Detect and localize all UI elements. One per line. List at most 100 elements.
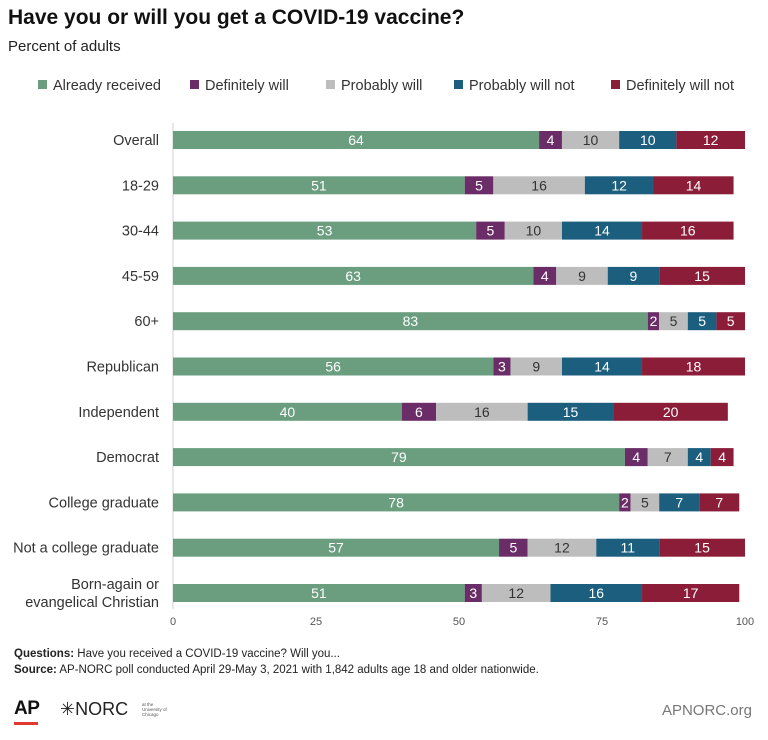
source-note: Source: AP-NORC poll conducted April 29-…	[14, 664, 539, 676]
data-label: 15	[694, 268, 710, 284]
data-label: 10	[640, 132, 656, 148]
data-label: 16	[680, 223, 696, 239]
data-label: 18	[686, 359, 702, 375]
bar-segment	[550, 584, 643, 602]
data-label: 7	[664, 449, 672, 465]
bar-segment	[561, 221, 643, 240]
bar-segment	[173, 584, 465, 602]
bar-segment	[653, 176, 734, 195]
category-label: Independent	[78, 405, 159, 421]
chart-subtitle: Percent of adults	[8, 38, 121, 55]
website-link[interactable]: APNORC.org	[661, 702, 752, 719]
bar-segment	[624, 448, 648, 467]
bar-segment	[493, 176, 585, 195]
bar-segment	[687, 448, 711, 467]
data-label: 9	[630, 268, 638, 284]
data-label: 5	[727, 313, 735, 329]
data-label: 5	[670, 313, 678, 329]
data-label: 51	[311, 585, 327, 601]
bar-segment	[173, 266, 534, 285]
bar-segment	[659, 312, 688, 331]
bar-segment	[481, 584, 551, 602]
bar-segment	[510, 357, 562, 376]
data-label: 78	[388, 494, 404, 510]
data-label: 5	[509, 540, 517, 556]
category-label: 18-29	[122, 178, 159, 194]
data-label: 16	[588, 585, 604, 601]
legend-label: Probably will not	[469, 78, 575, 94]
bar-segment	[173, 312, 648, 331]
x-tick-label: 0	[170, 616, 176, 628]
bar-segment	[476, 221, 505, 240]
x-tick-label: 50	[453, 616, 465, 628]
data-label: 4	[695, 449, 703, 465]
category-label: Republican	[86, 360, 159, 376]
bar-segment	[687, 312, 717, 331]
bar-segment	[716, 312, 745, 331]
category-label: Born-again or evangelical Christian	[25, 577, 159, 611]
bar-segment	[539, 131, 562, 149]
data-label: 12	[508, 585, 524, 601]
x-tick-label: 100	[736, 616, 754, 628]
data-label: 14	[686, 177, 702, 193]
bar-segment	[647, 312, 660, 331]
bar-segment	[173, 493, 620, 512]
bar-segment	[436, 402, 528, 421]
bar-segment	[173, 176, 465, 195]
category-label: 30-44	[122, 224, 159, 240]
category-label: Overall	[113, 133, 159, 149]
chart-title: Have you or will you get a COVID-19 vacc…	[8, 6, 465, 29]
bar-segment	[607, 266, 660, 285]
bar-segment	[584, 176, 654, 195]
data-label: 5	[487, 223, 495, 239]
data-label: 7	[715, 494, 723, 510]
legend-swatch	[326, 80, 335, 89]
data-label: 12	[703, 132, 719, 148]
data-label: 12	[554, 540, 570, 556]
chart-footer: Questions: Have you received a COVID-19 …	[14, 646, 539, 678]
bar-segment	[596, 538, 660, 557]
bar-segment	[173, 448, 625, 467]
data-label: 56	[325, 359, 341, 375]
legend: Already received Definitely will Probably …	[0, 78, 768, 102]
bar-segment	[561, 357, 643, 376]
ap-logo-underline	[14, 722, 38, 725]
bar-segment	[647, 448, 688, 467]
legend-label: Probably will	[341, 78, 423, 94]
data-label: 63	[345, 268, 361, 284]
legend-item: Probably will not	[454, 78, 575, 94]
bar-segment	[173, 221, 477, 240]
legend-label: Definitely will not	[626, 78, 734, 94]
bar-segment	[173, 357, 494, 376]
bar-segment	[533, 266, 557, 285]
data-label: 10	[583, 132, 599, 148]
data-label: 79	[391, 449, 407, 465]
norc-logo-subtext: at the University of Chicago	[142, 702, 167, 717]
legend-swatch	[454, 80, 463, 89]
data-label: 15	[563, 404, 579, 420]
legend-swatch	[611, 80, 620, 89]
data-label: 9	[532, 359, 540, 375]
bar-segment	[642, 221, 734, 240]
data-label: 51	[311, 177, 327, 193]
bar-segment	[642, 357, 745, 376]
data-label: 17	[683, 585, 699, 601]
data-label: 15	[694, 540, 710, 556]
category-label: 60+	[134, 314, 159, 330]
data-label: 6	[415, 404, 423, 420]
legend-item: Definitely will	[190, 78, 289, 94]
bar-segment	[401, 402, 437, 421]
bar-segment	[173, 538, 500, 557]
data-label: 53	[317, 223, 333, 239]
data-label: 57	[328, 540, 344, 556]
data-label: 64	[348, 132, 364, 148]
bar-segment	[527, 538, 597, 557]
data-label: 10	[526, 223, 542, 239]
data-label: 4	[547, 132, 555, 148]
bar-segment	[613, 402, 728, 421]
legend-label: Already received	[53, 78, 161, 94]
category-label: Not a college graduate	[13, 541, 159, 557]
bar-segment	[659, 538, 745, 557]
bar-segment	[464, 584, 482, 602]
bar-segment	[493, 357, 511, 376]
